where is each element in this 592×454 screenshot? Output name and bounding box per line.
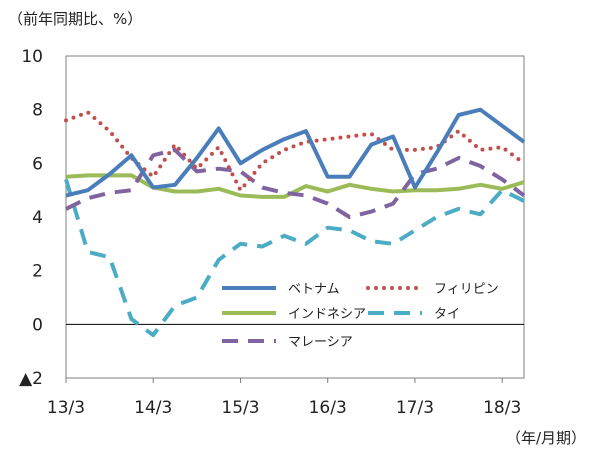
x-unit-label: （年/月期）	[506, 429, 586, 447]
series-line-4	[64, 178, 525, 338]
legend-label: タイ	[434, 307, 460, 322]
legend-label: マレーシア	[288, 335, 353, 350]
y-tick-label: 6	[32, 154, 43, 174]
series-line-2	[64, 110, 526, 193]
legend-label: インドネシア	[288, 307, 366, 322]
x-tick-label: 13/3	[47, 398, 85, 418]
x-tick-label: 18/3	[483, 398, 521, 418]
y-tick-label: 0	[32, 315, 43, 335]
y-tick-label: 4	[32, 208, 43, 228]
series-layer	[64, 107, 526, 338]
x-tick-label: 17/3	[396, 398, 434, 418]
x-tick-label: 14/3	[134, 398, 172, 418]
x-tick-label: 16/3	[309, 398, 347, 418]
y-tick-label: 2	[32, 262, 43, 282]
x-axis: 13/3 14/3 15/3 16/3 17/3 18/3	[47, 378, 521, 418]
y-tick-label: 10	[21, 47, 43, 67]
series-line-3	[65, 173, 525, 199]
x-tick-label: 15/3	[221, 398, 259, 418]
legend-label: ベトナム	[288, 282, 340, 297]
y-unit-label: （前年同期比、%）	[8, 10, 142, 28]
y-axis: 10 8 6 4 2 0 ▲2	[19, 47, 43, 389]
plot-area	[65, 55, 525, 379]
series-line-1	[65, 107, 526, 198]
y-tick-label: ▲2	[19, 369, 43, 389]
legend-label: フィリピン	[434, 282, 499, 297]
y-tick-label: 8	[32, 101, 43, 121]
